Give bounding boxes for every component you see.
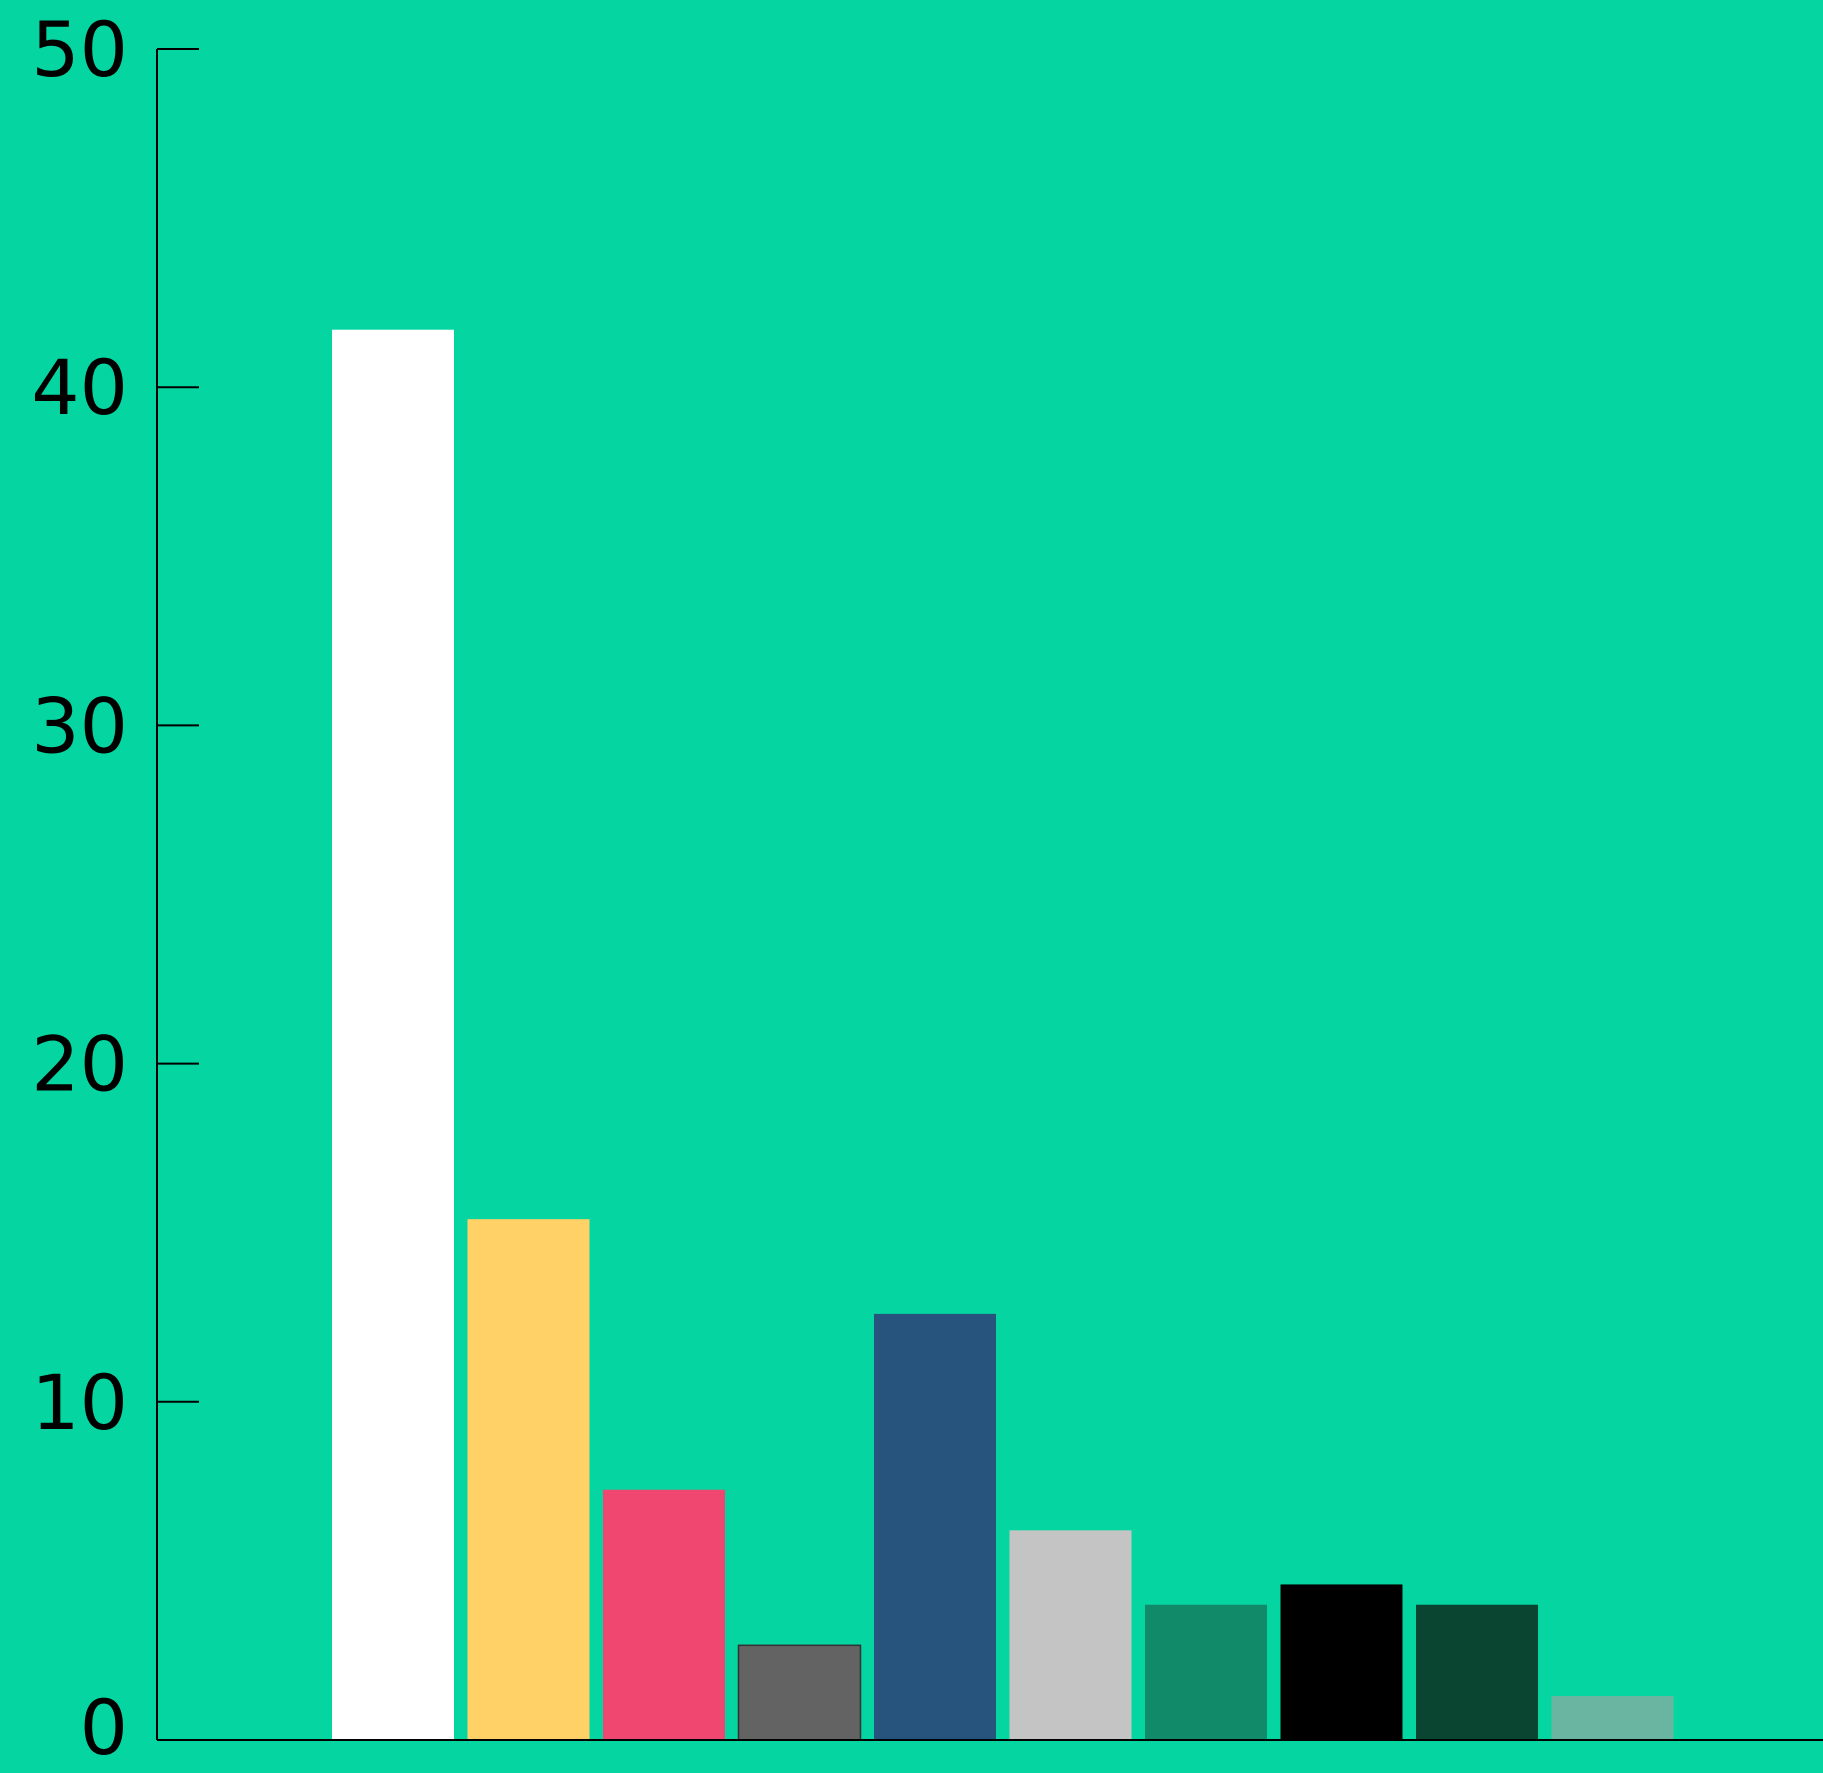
bar [603, 1489, 725, 1740]
bar [737, 1644, 862, 1741]
bar [1416, 1604, 1538, 1740]
bar [874, 1313, 996, 1740]
bars [332, 329, 1674, 1741]
y-tick-label: 10 [31, 1358, 128, 1447]
bar [332, 329, 454, 1740]
y-axis-ticks: 0 10 20 30 40 50 [31, 5, 199, 1772]
y-tick-label: 30 [31, 681, 128, 770]
bar [1551, 1696, 1674, 1740]
bar [1280, 1584, 1403, 1740]
y-tick-label: 40 [31, 343, 128, 432]
bar [1145, 1604, 1267, 1740]
bar [1009, 1530, 1132, 1740]
bar [467, 1219, 590, 1740]
y-tick-label: 0 [80, 1683, 128, 1772]
y-tick-label: 50 [31, 5, 128, 94]
y-tick-label: 20 [31, 1020, 128, 1109]
